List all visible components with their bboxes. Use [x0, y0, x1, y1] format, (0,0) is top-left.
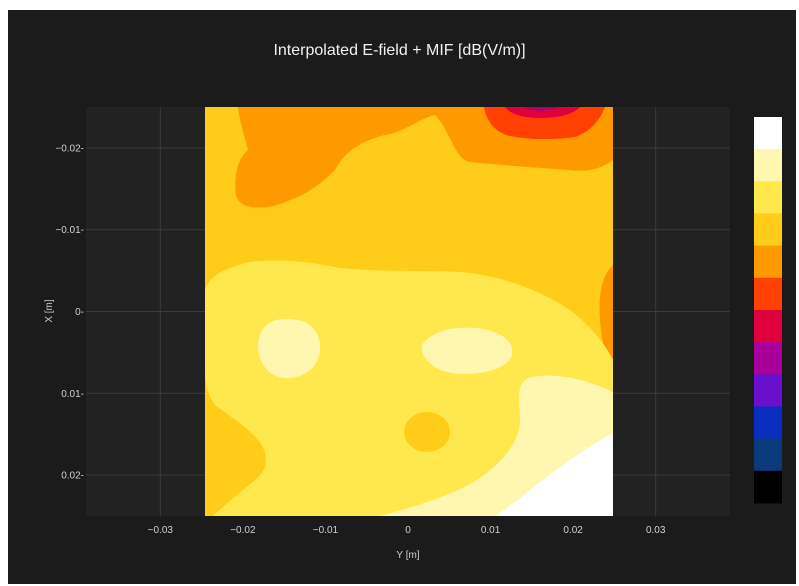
x-tick-label: 0.02 [563, 525, 583, 536]
colorbar-level [754, 438, 782, 472]
x-tick-label: 0.03 [646, 525, 666, 536]
x-tick-label: 0 [405, 525, 411, 536]
colorbar [754, 117, 782, 504]
x-tick-label: −0.02 [230, 525, 256, 536]
axis-ticks: −0.03 −0.02 −0.01 0 0.01 0.02 0.03 −0.02- −0.01-… [55, 143, 665, 536]
x-tick-label: −0.03 [148, 525, 174, 536]
contour-orange-blob [404, 412, 450, 452]
y-axis-label: X [m] [44, 299, 55, 323]
colorbar-level [754, 342, 782, 375]
x-axis-label: Y [m] [396, 550, 419, 561]
contour-white-corner [495, 433, 613, 516]
field-contours [205, 107, 613, 516]
contour-orange-right [599, 265, 613, 370]
contour-pale-blob-left [257, 318, 321, 379]
colorbar-level [754, 213, 782, 247]
x-tick-label: 0.01 [481, 525, 501, 536]
colorbar-level [754, 117, 782, 150]
colorbar-level [754, 277, 782, 311]
colorbar-level [754, 470, 782, 504]
colorbar-level [754, 245, 782, 279]
chart-title: Interpolated E-field + MIF [dB(V/m)] [273, 42, 526, 59]
x-tick-label: −0.01 [313, 525, 339, 536]
colorbar-level [754, 374, 782, 407]
contour-magenta [522, 107, 560, 111]
y-tick-label: −0.02- [55, 143, 84, 154]
colorbar-level [754, 181, 782, 214]
contour-red-orange [484, 107, 605, 140]
y-tick-label: 0.01- [61, 389, 84, 400]
colorbar-level [754, 310, 782, 343]
y-tick-label: −0.01- [55, 225, 84, 236]
colorbar-level [754, 149, 782, 182]
contour-pale-blob-center [421, 327, 513, 375]
y-tick-label: 0- [75, 307, 84, 318]
colorbar-level [754, 406, 782, 440]
contour-crimson [505, 107, 580, 118]
y-tick-label: 0.02- [61, 471, 84, 482]
